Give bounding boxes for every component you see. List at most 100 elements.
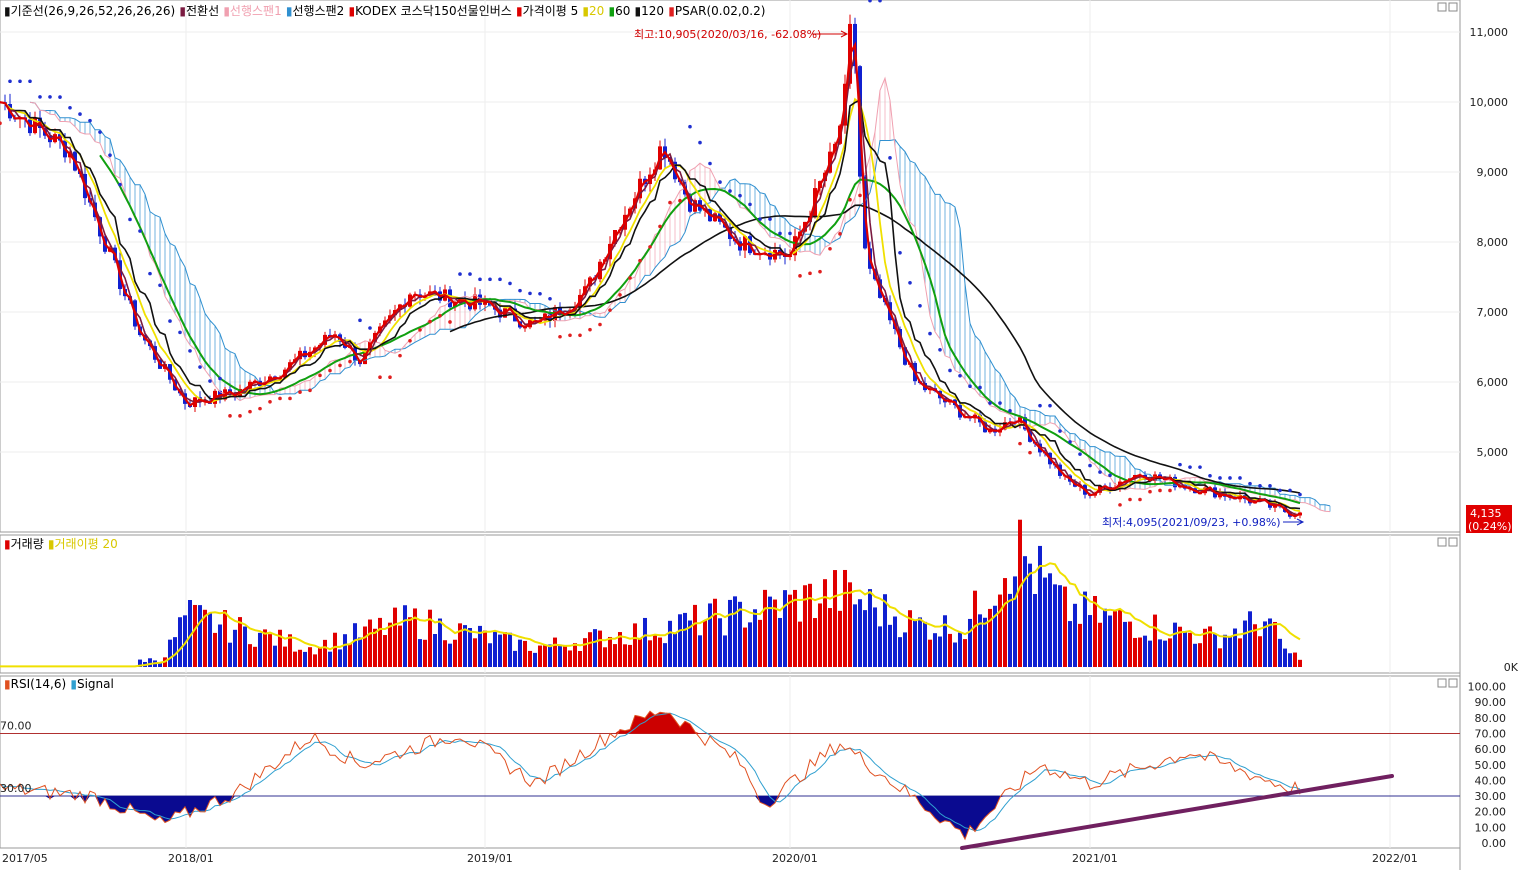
volume-bar <box>1113 611 1117 667</box>
rsi-axis-label: 40.00 <box>1475 774 1507 787</box>
psar-dot <box>1248 481 1252 486</box>
psar-dot <box>708 161 712 166</box>
legend-marker: ▮ <box>578 4 589 18</box>
indicator-lines <box>0 41 1331 518</box>
ma5-line <box>0 41 1301 518</box>
volume-bar <box>538 645 542 667</box>
leading-span1-line <box>29 76 1331 513</box>
volume-bar <box>953 642 957 667</box>
volume-bar <box>918 617 922 667</box>
legend-item[interactable]: 120 <box>641 4 664 18</box>
volume-bar <box>1078 623 1082 667</box>
volume-bar <box>468 628 472 667</box>
psar-dot <box>158 283 162 288</box>
maximize-icon[interactable] <box>1437 537 1447 547</box>
volume-bar <box>618 632 622 667</box>
psar-dot <box>978 385 982 390</box>
signal-line <box>0 712 1301 832</box>
volume-bar <box>323 639 327 667</box>
psar-dot <box>528 291 532 296</box>
volume-bar <box>1278 638 1282 667</box>
psar-dot <box>1028 450 1032 455</box>
rsi-panel[interactable] <box>0 675 1461 849</box>
psar-dot <box>608 308 612 312</box>
legend-marker: ▮ <box>664 4 675 18</box>
ma20-line <box>0 97 1301 512</box>
legend-marker: ▮ <box>630 4 641 18</box>
volume-bar <box>403 605 407 667</box>
volume-bar <box>738 601 742 667</box>
volume-bar <box>1128 621 1132 667</box>
volume-bar <box>1208 626 1212 667</box>
psar-dot <box>218 376 222 381</box>
rsi-axis-label: 10.00 <box>1475 821 1507 834</box>
psar-dot <box>1158 488 1162 493</box>
maximize-icon[interactable] <box>1437 678 1447 688</box>
volume-bar <box>838 610 842 667</box>
legend-item[interactable]: RSI(14,6) <box>11 677 67 691</box>
psar-dot <box>298 390 302 394</box>
volume-bar <box>878 626 882 667</box>
volume-bar <box>663 643 667 667</box>
volume-bar <box>1188 632 1192 667</box>
volume-bar <box>1233 628 1237 667</box>
legend-marker: ▮ <box>66 677 77 691</box>
psar-dot <box>1228 476 1232 480</box>
volume-bar <box>1283 648 1287 667</box>
volume-bar <box>423 639 427 667</box>
volume-bar <box>183 615 187 667</box>
volume-bar <box>488 643 492 667</box>
price-panel-controls[interactable] <box>1437 2 1458 12</box>
psar-dot <box>758 217 762 221</box>
legend-item[interactable]: 기준선(26,9,26,52,26,26,26) <box>11 4 176 18</box>
close-icon[interactable] <box>1448 537 1458 547</box>
legend-item[interactable]: 거래이평 20 <box>55 537 118 551</box>
volume-bar <box>1093 595 1097 667</box>
legend-item[interactable]: 전환선 <box>186 4 219 18</box>
volume-bar <box>803 585 807 667</box>
price-panel[interactable] <box>0 0 1461 533</box>
volume-bar <box>1073 603 1077 667</box>
legend-item[interactable]: Signal <box>77 677 114 691</box>
volume-bar <box>333 632 337 667</box>
volume-bar <box>228 642 232 667</box>
leading-span2-line <box>29 101 1331 507</box>
legend-item[interactable]: 20 <box>589 4 604 18</box>
psar-dot <box>348 359 352 364</box>
legend-item[interactable]: 60 <box>615 4 630 18</box>
psar-dot <box>1058 429 1062 433</box>
price-axis-label: 10,000 <box>1470 96 1509 109</box>
volume-bar <box>1193 643 1197 667</box>
psar-dot <box>1078 452 1082 456</box>
legend-item[interactable]: PSAR(0.02,0.2) <box>675 4 766 18</box>
volume-bar <box>1033 593 1037 667</box>
psar-dot <box>1178 462 1182 467</box>
volume-bar <box>1248 611 1252 667</box>
legend-item[interactable]: 선행스팬2 <box>293 3 345 18</box>
rsi-line <box>0 710 1301 841</box>
volume-bar <box>983 617 987 667</box>
legend-item[interactable]: 가격이평 5 <box>523 4 579 18</box>
volume-bar <box>888 624 892 667</box>
close-icon[interactable] <box>1448 678 1458 688</box>
volume-bar <box>628 644 632 667</box>
legend-item[interactable]: KODEX 코스닥150선물인버스 <box>355 4 512 18</box>
psar-dot <box>478 277 482 282</box>
maximize-icon[interactable] <box>1437 2 1447 12</box>
legend-item[interactable]: 거래량 <box>11 537 44 551</box>
volume-bar <box>258 632 262 667</box>
psar-dot <box>638 258 642 263</box>
close-icon[interactable] <box>1448 2 1458 12</box>
volume-bar <box>408 617 412 667</box>
volume-bar <box>763 589 767 667</box>
rsi-panel-controls[interactable] <box>1437 678 1458 688</box>
volume-bar <box>178 617 182 667</box>
volume-bar <box>638 638 642 667</box>
volume-bar <box>698 635 702 667</box>
volume-bar <box>933 633 937 667</box>
psar-dot <box>1068 440 1072 444</box>
volume-bar <box>283 646 287 667</box>
legend-item[interactable]: 선행스팬1 <box>230 3 282 18</box>
volume-panel-controls[interactable] <box>1437 537 1458 547</box>
